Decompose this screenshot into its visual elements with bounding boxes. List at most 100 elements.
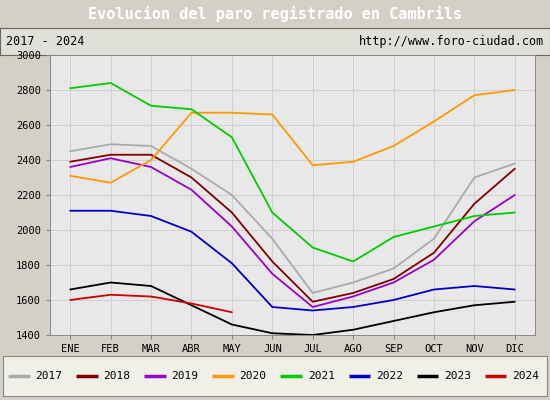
Text: 2018: 2018 (103, 371, 130, 381)
Line: 2023: 2023 (70, 282, 515, 335)
2023 (188, 303, 195, 308)
2017 (350, 280, 356, 285)
2020 (471, 93, 477, 98)
2018 (431, 250, 437, 255)
2018 (471, 201, 477, 206)
2020 (310, 163, 316, 168)
2020 (431, 119, 437, 124)
Text: 2023: 2023 (444, 371, 471, 381)
2022 (512, 287, 518, 292)
2022 (188, 229, 195, 234)
2018 (269, 259, 276, 264)
2022 (431, 287, 437, 292)
2018 (229, 210, 235, 215)
2017 (471, 175, 477, 180)
2019 (148, 164, 155, 169)
2017 (390, 266, 397, 271)
2019 (512, 192, 518, 197)
2023 (269, 331, 276, 336)
Line: 2017: 2017 (70, 144, 515, 293)
2021 (431, 224, 437, 229)
2020 (350, 159, 356, 164)
2023 (512, 299, 518, 304)
Line: 2022: 2022 (70, 211, 515, 310)
Text: 2019: 2019 (172, 371, 199, 381)
2017 (188, 166, 195, 171)
2023 (229, 322, 235, 327)
2021 (350, 259, 356, 264)
2023 (310, 332, 316, 337)
2022 (350, 305, 356, 310)
2018 (188, 175, 195, 180)
2021 (390, 234, 397, 239)
2021 (269, 210, 276, 215)
2019 (350, 294, 356, 299)
2019 (269, 271, 276, 276)
2022 (229, 261, 235, 266)
2018 (107, 152, 114, 157)
Text: 2022: 2022 (376, 371, 403, 381)
2021 (188, 107, 195, 112)
2024 (188, 301, 195, 306)
Line: 2024: 2024 (70, 295, 232, 312)
Text: 2024: 2024 (512, 371, 539, 381)
2019 (229, 224, 235, 229)
Text: 2021: 2021 (307, 371, 334, 381)
2018 (350, 290, 356, 295)
2021 (310, 245, 316, 250)
2018 (67, 159, 74, 164)
2022 (107, 208, 114, 213)
2018 (310, 299, 316, 304)
2024 (148, 294, 155, 299)
Text: 2017 - 2024: 2017 - 2024 (6, 35, 84, 48)
2020 (390, 144, 397, 148)
2022 (310, 308, 316, 313)
2022 (471, 284, 477, 288)
2020 (67, 173, 74, 178)
2018 (512, 166, 518, 171)
2020 (107, 180, 114, 185)
2022 (269, 305, 276, 310)
2019 (431, 257, 437, 262)
2019 (471, 219, 477, 224)
2020 (269, 112, 276, 117)
2021 (471, 214, 477, 218)
2023 (148, 284, 155, 288)
2017 (107, 142, 114, 147)
Text: Evolucion del paro registrado en Cambrils: Evolucion del paro registrado en Cambril… (88, 6, 462, 22)
2019 (67, 164, 74, 169)
2021 (512, 210, 518, 215)
2017 (431, 236, 437, 241)
2017 (512, 161, 518, 166)
2020 (188, 110, 195, 115)
2022 (390, 298, 397, 302)
2018 (390, 276, 397, 281)
Text: 2017: 2017 (35, 371, 62, 381)
2019 (107, 156, 114, 161)
2018 (148, 152, 155, 157)
Line: 2021: 2021 (70, 83, 515, 262)
2021 (148, 103, 155, 108)
Line: 2020: 2020 (70, 90, 515, 183)
2023 (431, 310, 437, 315)
Text: 2020: 2020 (240, 371, 267, 381)
2019 (310, 305, 316, 310)
2019 (390, 280, 397, 285)
2017 (310, 290, 316, 295)
2017 (229, 192, 235, 197)
2022 (148, 214, 155, 218)
2021 (107, 80, 114, 85)
2020 (512, 88, 518, 92)
2024 (229, 310, 235, 315)
Line: 2018: 2018 (70, 155, 515, 302)
2023 (67, 287, 74, 292)
2024 (67, 298, 74, 302)
2017 (67, 149, 74, 154)
2021 (229, 135, 235, 140)
2019 (188, 187, 195, 192)
2023 (107, 280, 114, 285)
2023 (390, 318, 397, 323)
Text: http://www.foro-ciudad.com: http://www.foro-ciudad.com (359, 35, 544, 48)
2023 (350, 327, 356, 332)
2020 (148, 158, 155, 162)
